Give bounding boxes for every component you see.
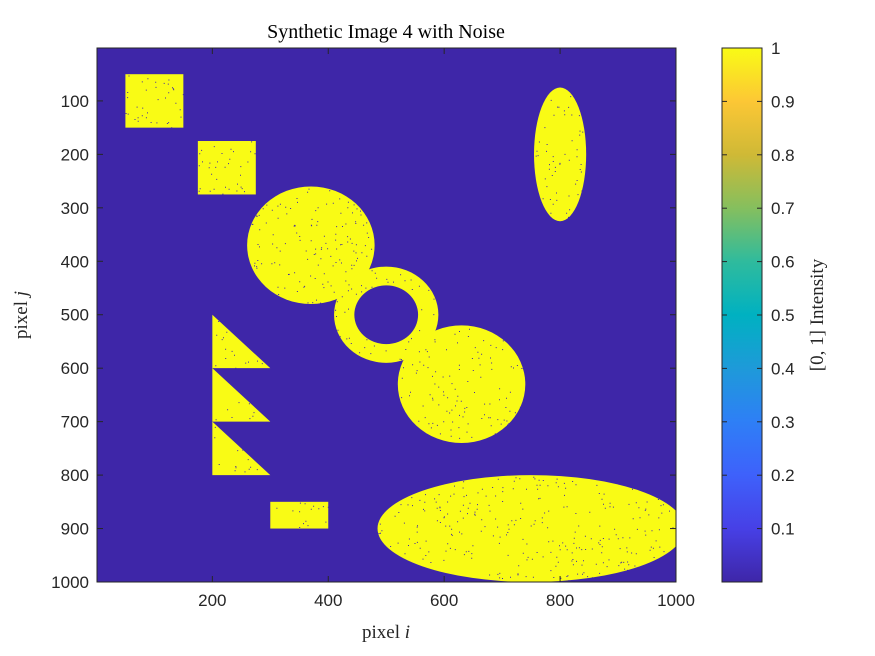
colorbar-tick-label: 0.9 [771, 92, 795, 111]
colorbar-tick-label: 0.1 [771, 520, 795, 539]
y-tick-label: 600 [61, 359, 89, 378]
colorbar-tick-label: 0.4 [771, 359, 795, 378]
shape-rect-2 [270, 501, 329, 529]
x-tick-label: 600 [430, 591, 458, 610]
colorbar-tick-label: 0.3 [771, 413, 795, 432]
x-tick-label: 400 [314, 591, 342, 610]
shape-rect-0 [125, 74, 184, 128]
y-tick-label: 800 [61, 466, 89, 485]
chart-title: Synthetic Image 4 with Noise [267, 21, 505, 43]
shape-disk-5 [397, 325, 526, 444]
shape-layer [125, 74, 676, 582]
y-tick-group: 100 200 300 400 500 600 700 800 900 1000 [51, 92, 676, 592]
colorbar-tick-label: 0.7 [771, 199, 795, 218]
colorbar-tick-label: 0.2 [771, 466, 795, 485]
y-tick-label: 500 [61, 306, 89, 325]
x-axis-label-var: i [405, 622, 410, 643]
colorbar-label: [0, 1] Intensity [807, 258, 828, 371]
x-axis-label: pixel i [362, 622, 410, 643]
colorbar-tick-label: 0.5 [771, 306, 795, 325]
shape-rect-1 [197, 141, 256, 195]
y-axis-label-var: j [11, 291, 32, 299]
shape-ring-4 [334, 266, 439, 363]
shape-triangle-8 [212, 314, 271, 369]
y-axis-label: pixel j [11, 291, 32, 339]
shape-triangle-10 [212, 421, 271, 476]
colorbar-tick-label: 1 [771, 39, 780, 58]
shape-triangle-9 [212, 368, 271, 422]
colorbar-tick-label: 0.8 [771, 146, 795, 165]
colorbar-gradient [722, 48, 762, 582]
heatmap-image [97, 48, 676, 582]
x-axis-label-prefix: pixel [362, 622, 400, 643]
shape-disk-3 [247, 186, 375, 305]
colorbar: 0.1 0.2 0.3 0.4 0.5 0.6 0.7 0.8 0.9 1 [0, 1] Inte… [721, 39, 828, 583]
x-tick-label: 200 [198, 591, 226, 610]
colorbar-tick-label: 0.6 [771, 253, 795, 272]
y-tick-label: 400 [61, 252, 89, 271]
x-tick-group: 200 400 600 800 1000 [198, 48, 695, 610]
shape-ellipse-7 [377, 475, 676, 582]
y-axis-label-prefix: pixel [11, 301, 32, 339]
y-tick-label: 100 [61, 92, 89, 111]
y-tick-label: 900 [61, 520, 89, 539]
y-tick-label: 300 [61, 199, 89, 218]
x-tick-label: 800 [546, 591, 574, 610]
y-tick-label: 1000 [51, 573, 89, 592]
x-tick-label: 1000 [657, 591, 695, 610]
y-tick-label: 700 [61, 413, 89, 432]
shape-ellipse-6 [534, 87, 587, 222]
colorbar-tick-group: 0.1 0.2 0.3 0.4 0.5 0.6 0.7 0.8 0.9 1 [722, 39, 795, 539]
y-tick-label: 200 [61, 145, 89, 164]
